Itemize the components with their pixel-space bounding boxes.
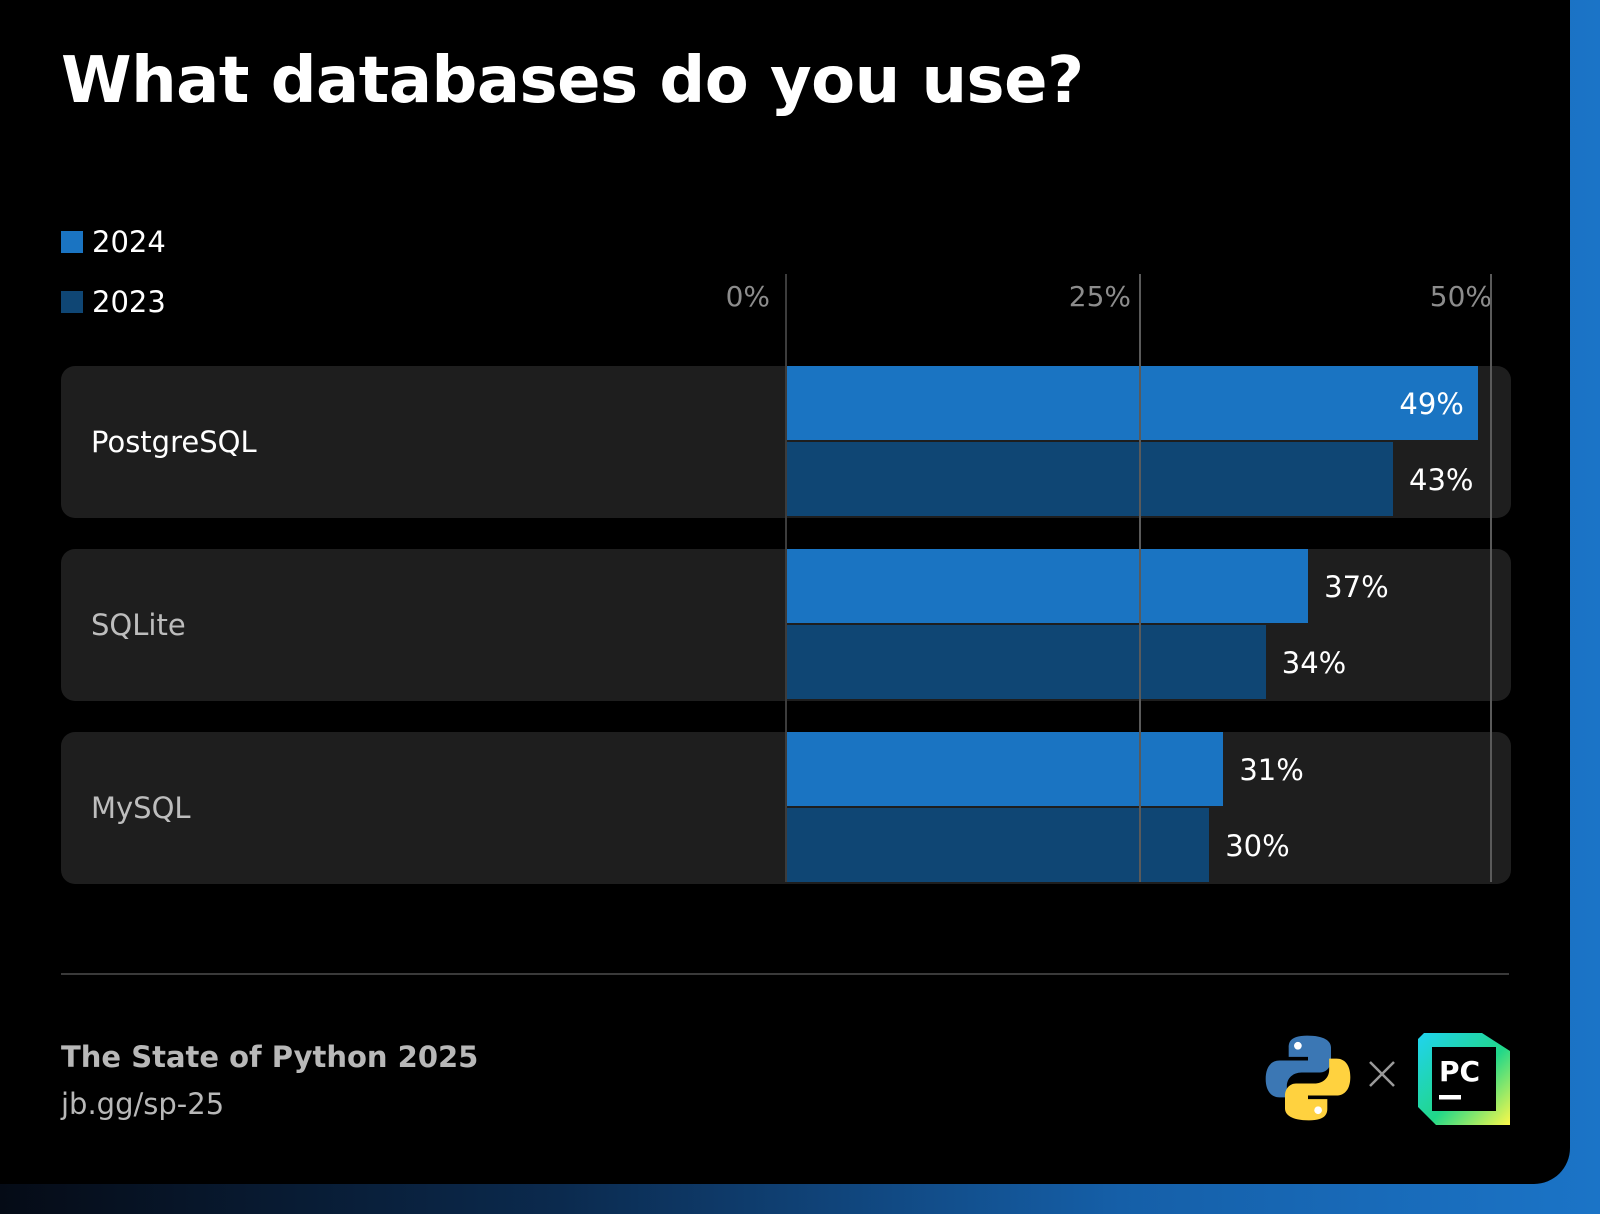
value-label-mysql-2024: 31%: [1239, 752, 1304, 787]
x-icon: [1369, 1061, 1395, 1087]
bar-mysql-2023: [785, 808, 1210, 882]
bar-postgresql-2024: [785, 366, 1478, 440]
pycharm-logo-icon: PC: [1418, 1033, 1510, 1125]
value-label-postgresql-2023: 43%: [1409, 462, 1474, 497]
value-label-mysql-2023: 30%: [1225, 828, 1290, 863]
value-label-sqlite-2024: 37%: [1324, 569, 1389, 604]
gridline-25: [1138, 274, 1141, 882]
chart-card: What databases do you use? 2024 2023 0% …: [0, 0, 1570, 1184]
bar-mysql-2024: [785, 732, 1224, 806]
footer-divider: [61, 973, 1509, 975]
footer-link[interactable]: jb.gg/sp-25: [61, 1087, 225, 1121]
gridline-50: [1490, 274, 1492, 882]
gridline-0: [785, 274, 787, 882]
footer-title: The State of Python 2025: [61, 1040, 479, 1074]
chart-title: What databases do you use?: [61, 44, 1084, 118]
pycharm-logo-text: PC: [1439, 1055, 1480, 1088]
legend-item-2024: 2024: [61, 225, 166, 259]
legend-swatch-2023: [61, 291, 83, 313]
value-label-postgresql-2024: 49%: [1399, 386, 1464, 421]
bar-sqlite-2023: [785, 625, 1266, 699]
python-logo-icon: [1265, 1035, 1351, 1121]
axis-tick-25: 25%: [1068, 280, 1131, 313]
bar-sqlite-2024: [785, 549, 1309, 623]
legend-label-2024: 2024: [92, 225, 166, 259]
bar-postgresql-2023: [785, 442, 1394, 516]
axis-tick-50: 50%: [1429, 280, 1492, 313]
legend-swatch-2024: [61, 231, 83, 253]
category-label-postgresql: PostgreSQL: [91, 425, 257, 459]
legend-item-2023: 2023: [61, 285, 166, 319]
category-label-mysql: MySQL: [91, 791, 191, 825]
category-label-sqlite: SQLite: [91, 608, 186, 642]
value-label-sqlite-2023: 34%: [1281, 645, 1347, 680]
axis-tick-0: 0%: [725, 280, 770, 313]
legend-label-2023: 2023: [92, 285, 166, 319]
